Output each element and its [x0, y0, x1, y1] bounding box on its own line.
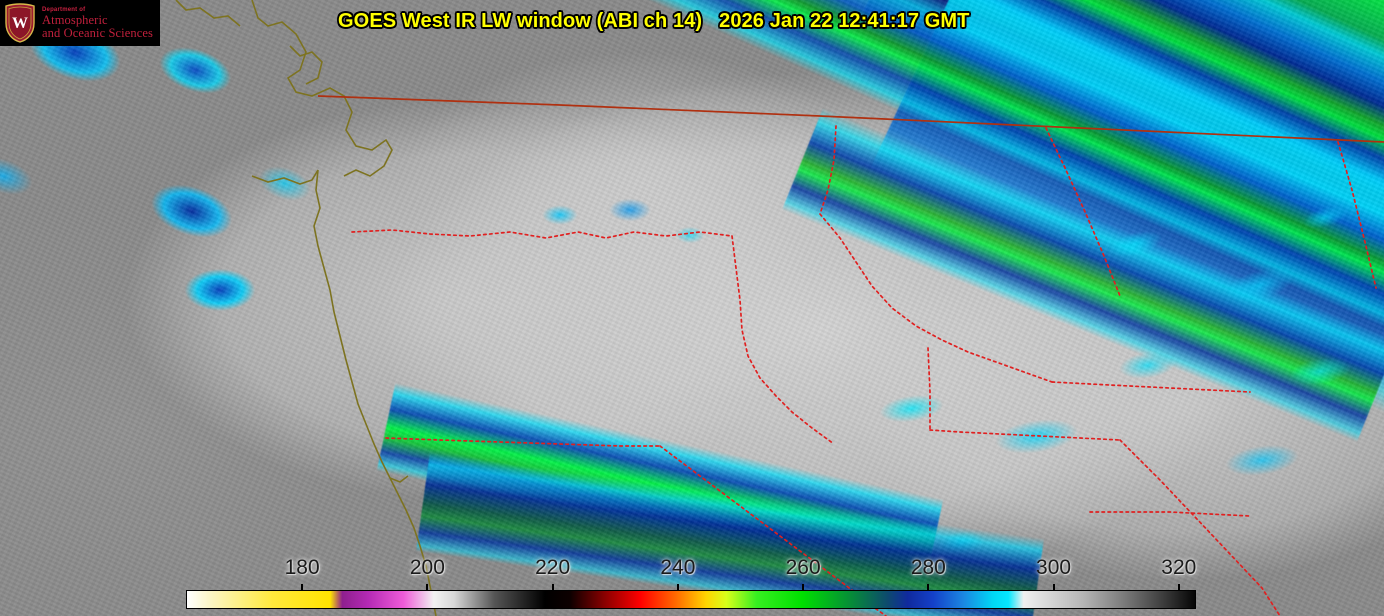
colorbar-tick-220 [551, 584, 554, 590]
colorbar-tick-280 [927, 584, 930, 590]
colorbar-label-260: 260 [785, 556, 821, 579]
temperature-colorbar: 180 200 220 240 260 280 300 320 [186, 556, 1196, 610]
coastline [175, 0, 437, 616]
image-title: GOES West IR LW window (ABI ch 14) 2026 … [338, 10, 970, 32]
colorbar-label-180: 180 [284, 556, 320, 579]
logo-text-block: Department of Atmospheric and Oceanic Sc… [40, 7, 153, 40]
colorbar-tick-300 [1052, 584, 1055, 590]
state-borders [351, 125, 1377, 616]
uw-madison-aos-logo: W Department of Atmospheric and Oceanic … [0, 0, 160, 46]
colorbar-tick-labels: 180 200 220 240 260 280 300 320 [186, 556, 1197, 584]
colorbar-gradient [186, 590, 1196, 609]
cloud-cell-offshore [150, 250, 310, 340]
colorbar-label-200: 200 [409, 556, 445, 579]
colorbar-tick-320 [1177, 584, 1180, 590]
international-border-canada-us [317, 95, 1384, 143]
colorbar-label-300: 300 [1036, 556, 1072, 579]
colorbar-tick-260 [802, 584, 805, 590]
colorbar-label-320: 320 [1161, 556, 1197, 579]
colorbar-tick-180 [301, 584, 304, 590]
logo-department-label: Department of [42, 6, 86, 13]
uw-crest-icon: W [0, 1, 40, 45]
cloud-cells-washington [520, 180, 780, 270]
colorbar-label-280: 280 [910, 556, 946, 579]
svg-text:W: W [12, 15, 28, 32]
logo-line-atmospheric: Atmospheric [42, 12, 108, 27]
colorbar-label-240: 240 [660, 556, 696, 579]
colorbar-tick-200 [426, 584, 429, 590]
colorbar-label-220: 220 [535, 556, 571, 579]
logo-line-oceanic: and Oceanic Sciences [42, 26, 153, 40]
colorbar-tick-240 [676, 584, 679, 590]
colorbar-tick-marks [186, 584, 1196, 590]
